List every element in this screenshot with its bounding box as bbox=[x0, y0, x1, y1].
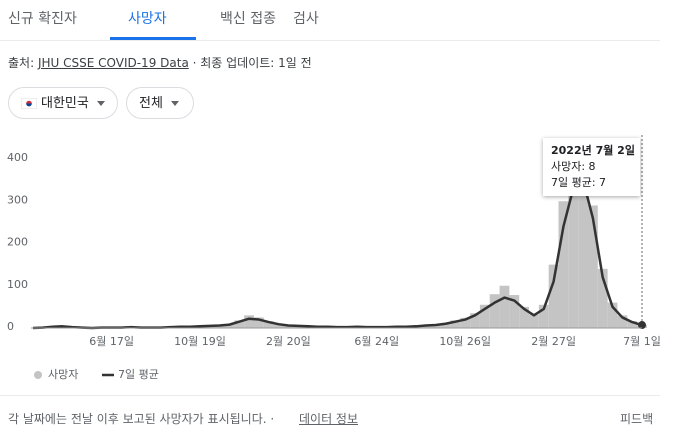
data-info-link[interactable]: 데이터 정보 bbox=[299, 412, 359, 426]
bar bbox=[450, 320, 461, 328]
tooltip-date: 2022년 7월 2일 bbox=[551, 144, 635, 157]
source: 출처: JHU CSSE COVID-19 Data · 최종 업데이트: 1일… bbox=[8, 54, 312, 71]
average-line bbox=[32, 178, 643, 330]
divider bbox=[0, 40, 660, 41]
x-tick-label: 10월 19일 bbox=[174, 334, 226, 348]
bar bbox=[558, 201, 569, 328]
bar bbox=[254, 317, 264, 328]
bar bbox=[607, 302, 618, 328]
source-updated: · 최종 업데이트: 1일 전 bbox=[188, 56, 312, 70]
bar bbox=[460, 317, 471, 328]
scope: 전체 bbox=[139, 96, 163, 111]
bar bbox=[627, 321, 638, 328]
bar bbox=[244, 315, 255, 328]
region: 대한민국 bbox=[41, 96, 89, 111]
divider bbox=[0, 395, 660, 396]
y-tick-label: 200 bbox=[7, 236, 28, 249]
bar bbox=[234, 320, 245, 328]
legend-swatch bbox=[34, 371, 42, 379]
tooltip-line: 사망자: 8 bbox=[551, 160, 596, 173]
region-dropdown[interactable]: 대한민국 bbox=[8, 87, 118, 119]
bar bbox=[489, 294, 500, 328]
bar bbox=[519, 306, 530, 328]
tooltip: 2022년 7월 2일 사망자: 8 7일 평균: 7 bbox=[543, 138, 640, 196]
bar bbox=[538, 304, 549, 328]
bar bbox=[470, 313, 480, 328]
y-tick-label: 100 bbox=[7, 278, 28, 291]
x-tick-label: 2월 20일 bbox=[266, 334, 311, 348]
tab-selected[interactable]: 사망자 bbox=[128, 11, 167, 27]
legend-label: 7일 평균 bbox=[118, 367, 159, 381]
bar bbox=[568, 159, 579, 328]
bar bbox=[529, 314, 539, 328]
bar bbox=[509, 295, 520, 328]
bar bbox=[617, 315, 628, 328]
y-tick-label: 300 bbox=[7, 193, 28, 206]
legend-label: 사망자 bbox=[48, 368, 78, 381]
y-tick-label: 0 bbox=[7, 320, 14, 333]
bar bbox=[440, 322, 451, 328]
x-tick-label: 6월 17일 bbox=[89, 334, 134, 348]
x-tick-label: 2월 27일 bbox=[531, 334, 576, 348]
source-label: 출처: bbox=[8, 56, 35, 70]
bar bbox=[430, 324, 441, 328]
scope-dropdown[interactable]: 전체 bbox=[126, 87, 194, 119]
bar bbox=[479, 304, 490, 328]
x-tick-label: 7월 1일 bbox=[623, 334, 661, 348]
bar bbox=[224, 324, 235, 328]
x-tick-label: 10월 26일 bbox=[439, 334, 491, 348]
tab[interactable]: 백신 접종 bbox=[220, 11, 276, 27]
feedback-link[interactable]: 피드백 bbox=[620, 412, 654, 426]
chart: 0 100 200 300 400 6월 17일 10월 19일 2월 20일 6월 24일 10… bbox=[7, 135, 661, 381]
source-link[interactable]: JHU CSSE COVID-19 Data bbox=[37, 56, 189, 70]
tooltip-line: 7일 평균: 7 bbox=[551, 176, 607, 189]
bar bbox=[263, 321, 274, 328]
tab[interactable]: 검사 bbox=[293, 11, 319, 27]
bar bbox=[499, 285, 510, 328]
tab-indicator bbox=[110, 37, 196, 40]
bar bbox=[578, 167, 588, 328]
bar bbox=[587, 205, 598, 328]
bar bbox=[548, 264, 559, 328]
bar bbox=[273, 323, 284, 328]
end-point bbox=[638, 321, 646, 330]
x-tick-label: 6월 24일 bbox=[354, 334, 399, 348]
footnote: 각 날짜에는 전날 이후 보고된 사망자가 표시됩니다. · bbox=[8, 412, 275, 426]
bar bbox=[597, 268, 608, 328]
tab[interactable]: 신규 확진자 bbox=[8, 11, 77, 27]
y-tick-label: 400 bbox=[7, 151, 28, 164]
flag bbox=[20, 97, 38, 110]
